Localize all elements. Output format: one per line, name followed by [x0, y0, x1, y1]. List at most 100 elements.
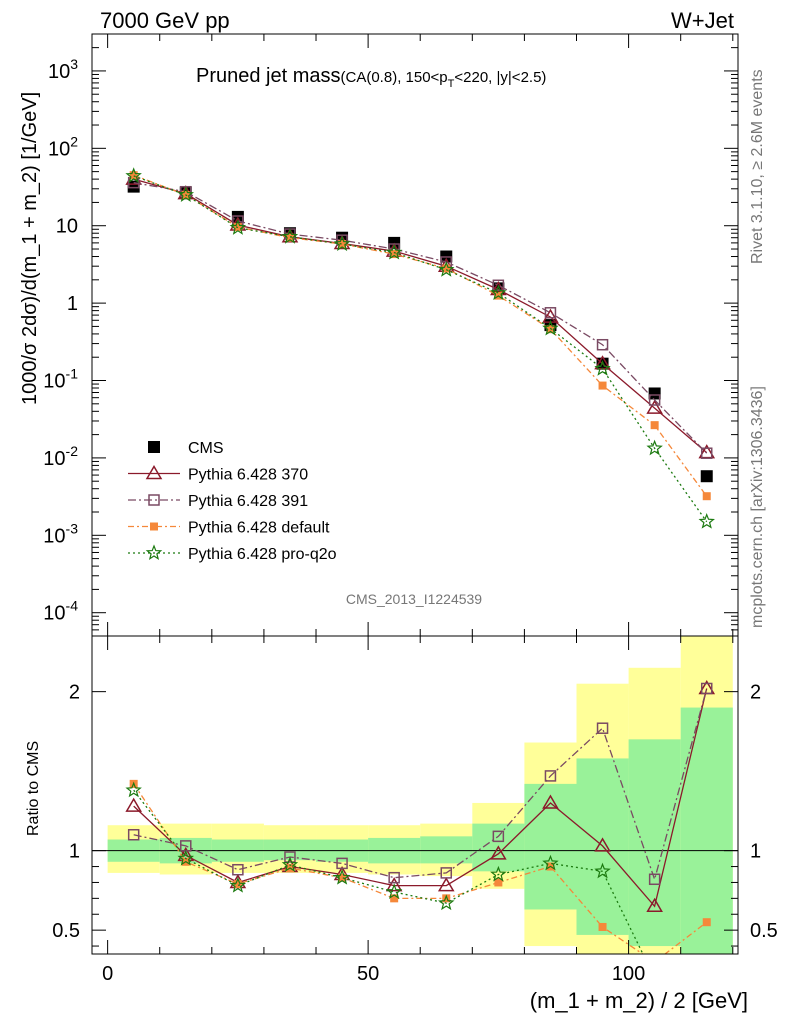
main-subtitle-sub: T — [448, 78, 455, 90]
header-right: W+Jet — [671, 8, 734, 33]
legend-marker — [148, 441, 160, 453]
y-tick-base: 10 — [43, 371, 65, 393]
y-tick-exp: -3 — [66, 520, 79, 536]
data-point — [700, 447, 713, 459]
ratio-point — [440, 867, 453, 879]
watermark: CMS_2013_I1224539 — [346, 591, 482, 607]
ratio-point — [125, 781, 142, 798]
ratio-point — [388, 871, 400, 884]
ratio-frame — [91, 635, 739, 955]
ratio-y-tick-label-right: 2 — [750, 682, 761, 704]
ratio-y-tick-label-right: 0.5 — [750, 920, 778, 942]
legend-marker — [150, 522, 158, 531]
series-0 — [127, 180, 713, 483]
y-tick-label: 102 — [48, 133, 78, 160]
ratio-point — [177, 849, 195, 866]
ratio-point — [702, 918, 711, 927]
stat-uncertainty-band — [628, 739, 681, 947]
ratio-point — [284, 851, 296, 863]
ratio-line — [133, 688, 708, 882]
series-line — [133, 182, 708, 454]
y-tick-exp: -4 — [66, 598, 79, 614]
ratio-point — [700, 682, 713, 695]
data-point — [338, 240, 347, 249]
data-point — [281, 228, 299, 244]
y-tick-label: 10 — [56, 216, 78, 238]
stat-uncertainty-band — [680, 707, 733, 954]
data-point — [229, 219, 247, 235]
legend-label: Pythia 6.428 pro-q2o — [188, 546, 337, 563]
ratio-point — [437, 877, 455, 892]
series-4 — [125, 167, 715, 529]
data-point — [442, 264, 451, 273]
ratio-point — [494, 878, 503, 887]
y-tick-label: 1 — [67, 293, 78, 315]
data-point — [129, 171, 138, 180]
legend-label: Pythia 6.428 370 — [188, 467, 308, 484]
main-plot: Pruned jet mass(CA(0.8), 150<pT<220, |y|… — [19, 33, 738, 637]
stat-uncertainty-band — [263, 839, 317, 861]
ratio-point — [281, 856, 299, 872]
x-tick-label: 0 — [102, 963, 113, 985]
ratio-point — [594, 862, 611, 879]
y-tick-base: 10 — [48, 61, 70, 83]
ratio-point — [646, 897, 663, 913]
data-point — [177, 186, 195, 202]
ratio-series-3 — [125, 781, 661, 984]
ratio-point — [651, 958, 659, 966]
ratio-ticks: 0.5 0.5 1 1 2 2 0 50 100 — [52, 636, 778, 985]
data-point — [698, 513, 715, 529]
ratio-y-tick-label: 1 — [69, 841, 80, 863]
ratio-point — [648, 873, 661, 886]
legend-label: Pythia 6.428 391 — [188, 493, 308, 510]
header-left: 7000 GeV pp — [100, 8, 230, 33]
data-point — [702, 492, 711, 501]
x-tick-label: 100 — [612, 963, 645, 985]
ratio-point — [544, 770, 557, 782]
ratio-point — [648, 971, 661, 984]
legend: CMS Pythia 6.428 370 Pythia 6.428 391 Pythi… — [128, 440, 337, 563]
data-point — [648, 394, 661, 406]
data-point — [490, 284, 507, 301]
data-point — [492, 279, 505, 292]
ratio-point — [385, 877, 403, 892]
data-point — [542, 319, 559, 336]
series-2 — [127, 176, 713, 459]
ratio-point — [594, 837, 611, 852]
ratio-plot: 0.5 0.5 1 1 2 2 0 50 100 Ratio to CMS (m_1 + m_2… — [25, 636, 778, 1013]
y-tick-label: 10-3 — [43, 520, 78, 547]
y-tick-base: 10 — [43, 525, 65, 547]
ratio-point — [390, 894, 399, 903]
ratio-point — [229, 876, 247, 893]
rivet-label: Rivet 3.1.10, ≥ 2.6M events — [749, 69, 766, 264]
ratio-y-tick-label-right: 1 — [750, 841, 761, 863]
y-tick-exp: -2 — [66, 443, 79, 459]
y-tick-base: 10 — [43, 603, 65, 625]
data-point — [125, 167, 142, 183]
ratio-bands — [92, 636, 738, 954]
ratio-line — [133, 783, 708, 954]
ratio-point — [542, 794, 559, 809]
ratio-point — [338, 873, 347, 882]
ratio-point — [490, 865, 507, 882]
data-point — [650, 421, 659, 430]
y-tick-exp: 2 — [70, 133, 78, 149]
data-point — [594, 360, 611, 376]
x-axis-label: (m_1 + m_2) / 2 [GeV] — [530, 988, 748, 1013]
x-tick-label: 50 — [357, 963, 379, 985]
legend-label: Pythia 6.428 default — [188, 520, 330, 537]
y-tick-label: 10-1 — [43, 366, 78, 393]
ratio-point — [127, 829, 140, 841]
y-tick-base: 10 — [43, 448, 65, 470]
ratio-point — [385, 883, 403, 900]
main-series — [125, 167, 716, 529]
ratio-point — [336, 857, 348, 870]
ratio-line — [133, 688, 708, 908]
y-tick-base: 10 — [56, 216, 78, 238]
data-point — [385, 243, 403, 260]
data-point — [596, 338, 609, 351]
data-point — [285, 233, 294, 242]
data-point — [598, 381, 607, 390]
